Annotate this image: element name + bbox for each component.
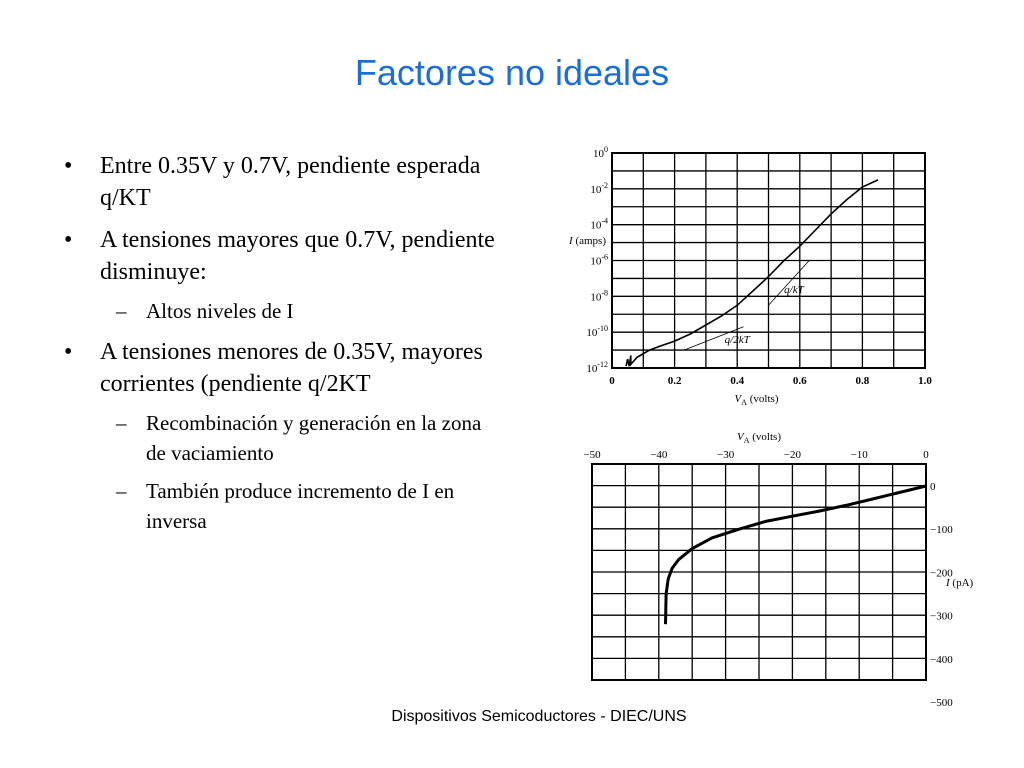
x-tick-label: 0.4 <box>730 375 744 387</box>
slide-title: Factores no ideales <box>354 52 670 93</box>
bullet-dot-icon: • <box>64 339 73 365</box>
y-tick-label: 100 <box>593 145 608 160</box>
slope-guide-line <box>768 260 810 306</box>
forward-iv-chart: 0 0.2 0.4 0.6 0.8 1.0 100 10-2 10-4 10-6 10-8 10-10… <box>568 145 932 407</box>
data-line <box>664 484 927 625</box>
y-tick-label: −300 <box>930 611 953 623</box>
bullet-dot-icon: • <box>64 227 73 253</box>
x-tick-label: 1.0 <box>918 375 932 387</box>
x-tick-label: 0 <box>609 375 615 387</box>
x-tick-label: −50 <box>583 449 601 461</box>
bullet-item: • A tensiones menores de 0.35V, mayores … <box>58 336 498 400</box>
data-line <box>625 179 879 367</box>
y-tick-label: 10-12 <box>586 360 608 375</box>
y-tick-label: −400 <box>930 654 953 666</box>
y-tick-label: −200 <box>930 567 953 579</box>
x-axis-label: VA (volts) <box>737 431 781 445</box>
slide-footer: Dispositivos Semicoductores - DIEC/UNS <box>391 708 687 725</box>
sub-bullet-text: Recombinación y generación en la zona de… <box>146 411 482 465</box>
bullet-item: • A tensiones mayores que 0.7V, pendient… <box>58 224 498 288</box>
x-tick-label: 0 <box>923 449 929 461</box>
reverse-iv-chart: −50 −40 −30 −20 −10 00−100−200−300−400−500VA … <box>583 431 973 709</box>
y-tick-label: 10-10 <box>586 324 608 339</box>
x-tick-label: −40 <box>650 449 668 461</box>
bullet-text: A tensiones mayores que 0.7V, pendiente … <box>100 227 495 285</box>
annotation-label: q/2kT <box>725 334 751 346</box>
sub-bullet-item: – Altos niveles de I <box>58 296 498 326</box>
x-tick-label: −10 <box>851 449 869 461</box>
y-tick-label: 10-6 <box>590 253 608 268</box>
dash-icon: – <box>116 411 127 435</box>
x-tick-label: 0.2 <box>668 375 682 387</box>
bullet-text: Entre 0.35V y 0.7V, pendiente esperada q… <box>100 153 481 211</box>
bullet-list: • Entre 0.35V y 0.7V, pendiente esperada… <box>58 150 498 546</box>
bullet-text: A tensiones menores de 0.35V, mayores co… <box>100 339 483 397</box>
y-tick-label: 10-2 <box>590 181 608 196</box>
y-tick-label: 10-8 <box>590 288 608 303</box>
bullet-item: • Entre 0.35V y 0.7V, pendiente esperada… <box>58 150 498 214</box>
x-tick-label: −30 <box>717 449 735 461</box>
sub-bullet-text: Altos niveles de I <box>146 299 294 323</box>
x-tick-label: −20 <box>784 449 802 461</box>
y-axis-label: I (pA) <box>945 577 974 589</box>
dash-icon: – <box>116 299 127 323</box>
y-axis-label: I (amps) <box>568 235 606 247</box>
bullet-dot-icon: • <box>64 153 73 179</box>
x-axis-label: VA (volts) <box>735 393 779 407</box>
y-tick-label: −500 <box>930 697 953 709</box>
annotation-label: q/kT <box>784 284 804 296</box>
dash-icon: – <box>116 479 127 503</box>
y-tick-label: 0 <box>930 481 936 493</box>
y-tick-label: 10-4 <box>590 217 608 232</box>
x-tick-label: 0.8 <box>856 375 870 387</box>
y-tick-label: −100 <box>930 524 953 536</box>
sub-bullet-text: También produce incremento de I en inver… <box>146 479 455 533</box>
x-tick-label: 0.6 <box>793 375 807 387</box>
slope-guide-line <box>683 326 744 351</box>
sub-bullet-item: – También produce incremento de I en inv… <box>58 476 498 536</box>
sub-bullet-item: – Recombinación y generación en la zona … <box>58 408 498 468</box>
